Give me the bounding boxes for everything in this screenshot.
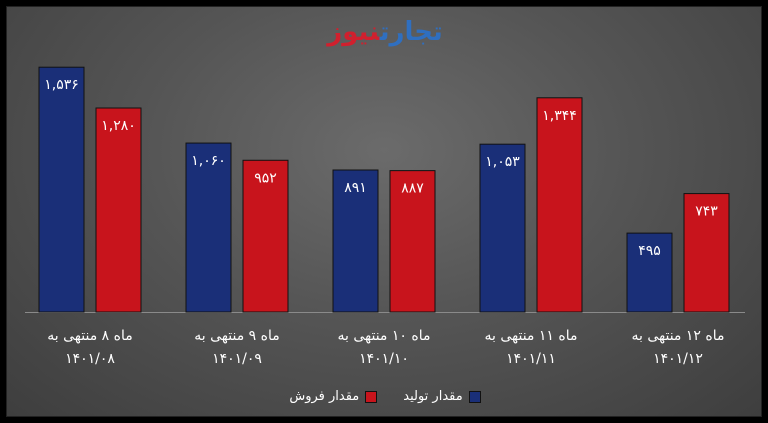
category-label-0: ماه ۸ منتهی به ۱۴۰۱/۰۸ [15, 325, 165, 371]
category-label-line-0: ماه ۹ منتهی به [194, 328, 280, 344]
data-label-sales-3: ۱,۳۴۴ [542, 108, 577, 124]
category-label-4: ماه ۱۲ منتهی به ۱۴۰۱/۱۲ [603, 325, 753, 371]
bar-sales-4 [683, 193, 730, 313]
category-label-line-0: ماه ۱۲ منتهی به [631, 328, 725, 344]
legend-label-production: مقدار تولید [403, 389, 463, 404]
bar-sales-0 [95, 107, 142, 313]
category-label-line-1: ۱۴۰۱/۱۰ [359, 351, 409, 367]
data-label-sales-1: ۹۵۲ [254, 170, 277, 186]
category-label-line-0: ماه ۱۰ منتهی به [337, 328, 431, 344]
category-label-line-1: ۱۴۰۱/۱۱ [506, 351, 556, 367]
data-label-production-2: ۸۹۱ [344, 180, 367, 196]
bar-sales-2 [389, 170, 436, 313]
legend-swatch-production [468, 390, 481, 403]
bar-production-3 [479, 143, 526, 313]
bar-sales-1 [242, 159, 289, 313]
category-label-line-1: ۱۴۰۱/۱۲ [653, 351, 703, 367]
data-label-production-0: ۱,۵۳۶ [44, 77, 79, 93]
category-label-3: ماه ۱۱ منتهی به ۱۴۰۱/۱۱ [456, 325, 606, 371]
bar-production-0 [38, 66, 85, 313]
data-label-production-4: ۴۹۵ [638, 243, 661, 259]
site-logo: تجارتنیوز [7, 17, 763, 47]
category-label-line-1: ۱۴۰۱/۰۸ [65, 351, 115, 367]
legend-item-sales: مقدار فروش [289, 389, 378, 404]
category-label-line-1: ۱۴۰۱/۰۹ [212, 351, 262, 367]
bar-production-4 [626, 232, 673, 313]
logo-part-2: نیوز [327, 17, 380, 47]
data-label-sales-4: ۷۴۳ [695, 204, 718, 220]
logo-part-1: تجارت [379, 17, 443, 47]
legend: مقدار تولید مقدار فروش [7, 389, 763, 404]
category-label-1: ماه ۹ منتهی به ۱۴۰۱/۰۹ [162, 325, 312, 371]
category-label-line-0: ماه ۸ منتهی به [47, 328, 133, 344]
data-label-sales-2: ۸۸۷ [401, 181, 424, 197]
data-label-production-1: ۱,۰۶۰ [191, 153, 226, 169]
bar-production-1 [185, 142, 232, 313]
chart-frame: تجارتنیوز ۱,۵۳۶ ۱,۰۶۰ ۸۹۱ ۱,۰۵۳ ۴۹۵ ۱,۲۸۰ ۹۵۲ ۸… [6, 6, 762, 417]
legend-label-sales: مقدار فروش [289, 389, 360, 404]
category-label-2: ماه ۱۰ منتهی به ۱۴۰۱/۱۰ [309, 325, 459, 371]
legend-item-production: مقدار تولید [403, 389, 481, 404]
data-label-production-3: ۱,۰۵۳ [485, 154, 520, 170]
category-label-line-0: ماه ۱۱ منتهی به [484, 328, 578, 344]
bar-sales-3 [536, 97, 583, 313]
legend-swatch-sales [365, 390, 378, 403]
bar-production-2 [332, 169, 379, 313]
bar-chart: ۱,۵۳۶ ۱,۰۶۰ ۸۹۱ ۱,۰۵۳ ۴۹۵ ۱,۲۸۰ ۹۵۲ ۸۸۷ ۱,۳۴۴ ۷۴۳ [25, 66, 745, 313]
data-label-sales-0: ۱,۲۸۰ [101, 118, 136, 134]
